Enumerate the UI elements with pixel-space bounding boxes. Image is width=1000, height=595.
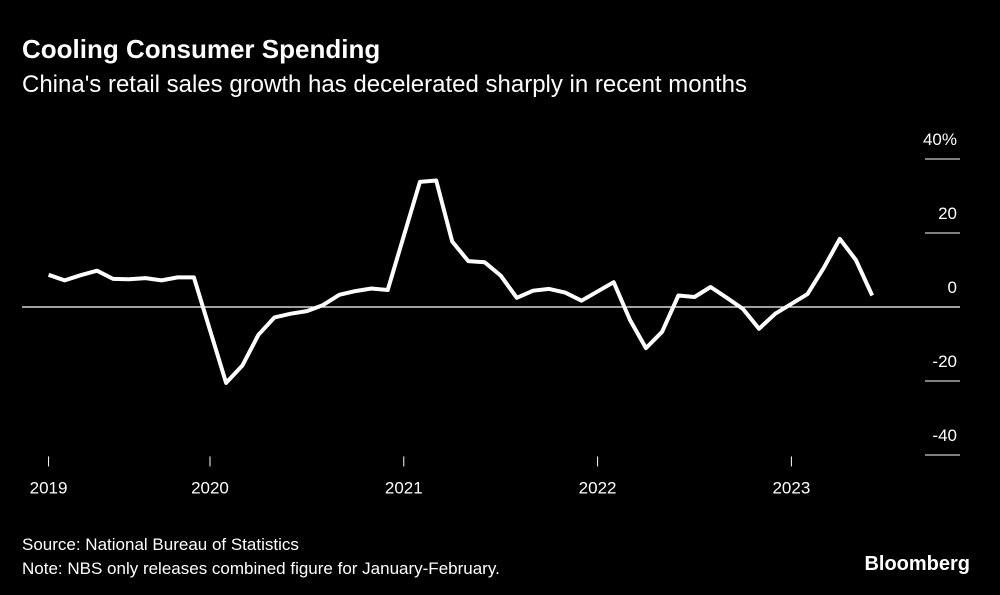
y-tick-label: -20 (932, 352, 957, 371)
y-tick-label: -40 (932, 426, 957, 445)
brand: Bloomberg (864, 553, 970, 575)
x-tick-label: 2019 (30, 478, 68, 497)
x-tick-label: 2022 (579, 478, 617, 497)
source: Source: National Bureau of Statistics (22, 535, 299, 554)
series-line (47, 178, 875, 385)
y-tick-label: 20 (938, 204, 957, 223)
chart-title: Cooling Consumer Spending (22, 34, 380, 64)
x-tick-label: 2023 (772, 478, 810, 497)
x-tick-label: 2021 (385, 478, 423, 497)
x-tick-label: 2020 (191, 478, 229, 497)
note: Note: NBS only releases combined figure … (22, 559, 500, 578)
y-tick-label: 40% (923, 130, 957, 149)
chart-subtitle: China's retail sales growth has decelera… (22, 71, 747, 98)
y-tick-label: 0 (948, 278, 957, 297)
